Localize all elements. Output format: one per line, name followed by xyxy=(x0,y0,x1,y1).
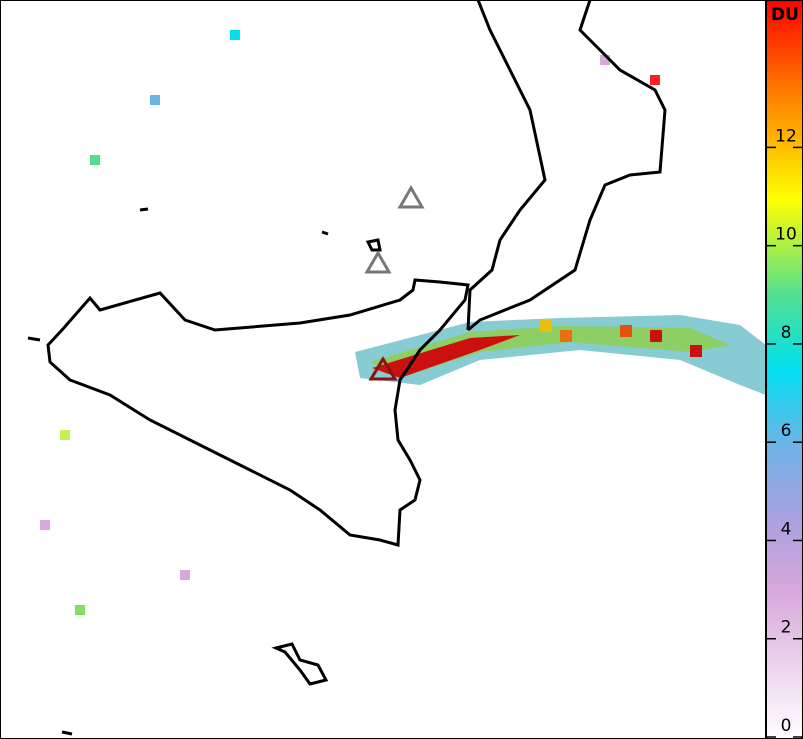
colorbar-tick-label: 6 xyxy=(781,421,792,441)
colorbar-tick-label: 2 xyxy=(781,618,792,638)
colorbar-label: DU xyxy=(771,5,799,25)
colorbar-tick-label: 10 xyxy=(775,225,797,245)
colorbar-tick-label: 12 xyxy=(775,126,797,146)
colorbar-tick-label: 4 xyxy=(781,519,792,539)
colorbar-tick-label: 0 xyxy=(781,716,792,736)
volcano-markers xyxy=(364,185,425,381)
colorbar-scale xyxy=(765,0,803,739)
colorbar: DU 0 2 4 6 8 10 12 xyxy=(765,0,803,739)
coastlines xyxy=(27,0,667,736)
colorbar-tick-label: 8 xyxy=(781,323,792,343)
